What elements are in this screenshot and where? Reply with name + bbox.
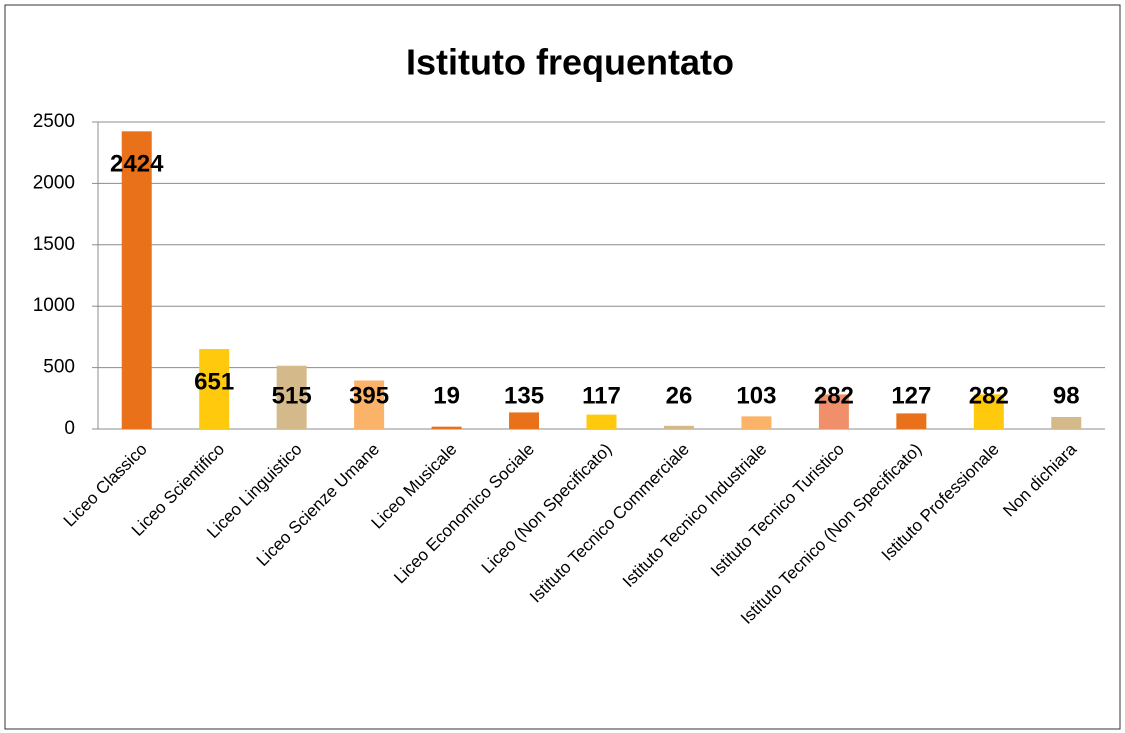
data-label: 2424 bbox=[110, 151, 164, 178]
bar bbox=[121, 131, 152, 429]
y-tick-label: 1500 bbox=[33, 234, 75, 255]
data-label: 26 bbox=[666, 382, 693, 409]
y-tick-label: 500 bbox=[43, 357, 75, 378]
bar bbox=[663, 425, 694, 429]
bar bbox=[354, 380, 385, 429]
bar bbox=[741, 416, 772, 429]
data-label: 98 bbox=[1053, 382, 1080, 409]
bar bbox=[431, 426, 462, 429]
data-label: 651 bbox=[194, 368, 234, 395]
bar bbox=[509, 412, 540, 429]
bar bbox=[973, 394, 1004, 429]
bar bbox=[1051, 416, 1082, 429]
y-tick-label: 2500 bbox=[33, 111, 75, 132]
data-label: 515 bbox=[272, 382, 312, 409]
bar bbox=[896, 413, 927, 429]
chart-title: Istituto frequentato bbox=[406, 42, 734, 83]
y-tick-label: 0 bbox=[64, 418, 75, 439]
bar bbox=[276, 365, 307, 429]
data-label: 395 bbox=[349, 382, 389, 409]
data-label: 19 bbox=[433, 382, 460, 409]
bar bbox=[199, 349, 230, 429]
data-label: 127 bbox=[891, 382, 931, 409]
chart-border bbox=[4, 4, 1121, 730]
data-label: 282 bbox=[814, 382, 854, 409]
y-tick-label: 2000 bbox=[33, 172, 75, 193]
data-label: 282 bbox=[969, 382, 1009, 409]
y-tick-label: 1000 bbox=[33, 295, 75, 316]
data-label: 135 bbox=[504, 382, 544, 409]
data-label: 117 bbox=[582, 382, 621, 409]
data-label: 103 bbox=[736, 382, 776, 409]
bar bbox=[586, 414, 617, 429]
bar bbox=[818, 394, 849, 429]
